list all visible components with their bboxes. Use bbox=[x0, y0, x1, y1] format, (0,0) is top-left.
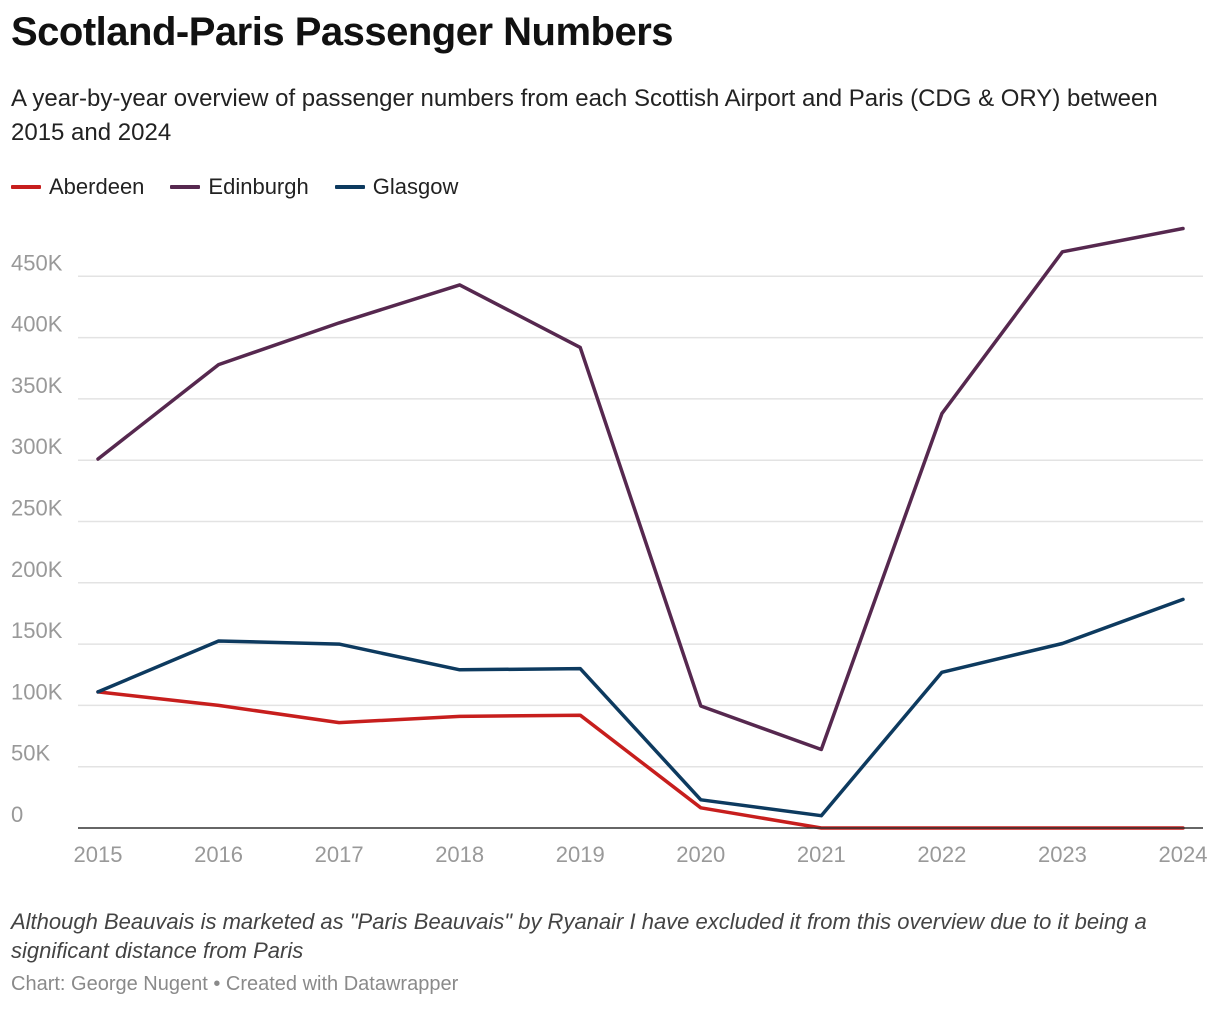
x-tick-label: 2015 bbox=[74, 842, 123, 867]
chart-subtitle: A year-by-year overview of passenger num… bbox=[11, 85, 1158, 146]
y-tick-label: 200K bbox=[11, 557, 63, 582]
x-tick-label: 2021 bbox=[797, 842, 846, 867]
legend-label-edinburgh: Edinburgh bbox=[208, 174, 309, 199]
y-tick-label: 450K bbox=[11, 250, 63, 275]
legend-item-glasgow: Glasgow bbox=[334, 174, 459, 200]
y-tick-label: 150K bbox=[11, 618, 63, 643]
x-tick-label: 2019 bbox=[556, 842, 605, 867]
y-tick-label: 400K bbox=[11, 312, 63, 337]
y-tick-label: 250K bbox=[11, 496, 63, 521]
legend-swatch-aberdeen bbox=[11, 185, 41, 189]
x-tick-label: 2024 bbox=[1159, 842, 1208, 867]
x-tick-label: 2017 bbox=[315, 842, 364, 867]
legend-swatch-glasgow bbox=[334, 185, 365, 189]
legend-swatch-edinburgh bbox=[170, 185, 201, 189]
y-tick-label: 100K bbox=[11, 679, 63, 704]
chart-note: Although Beauvais is marketed as "Paris … bbox=[11, 909, 1147, 963]
x-tick-label: 2020 bbox=[676, 842, 725, 867]
series-line-aberdeen bbox=[96, 690, 1185, 830]
legend-item-aberdeen: Aberdeen bbox=[11, 174, 144, 200]
line-chart: 0 50K 100K 150K 200K 250K 300K 350K 400K 450K 2015… bbox=[11, 226, 1208, 867]
legend-label-aberdeen: Aberdeen bbox=[49, 174, 145, 199]
x-tick-label: 2022 bbox=[917, 842, 966, 867]
y-tick-label: 50K bbox=[11, 741, 50, 766]
chart-title: Scotland-Paris Passenger Numbers bbox=[11, 10, 674, 54]
legend: Aberdeen Edinburgh Glasgow bbox=[11, 174, 458, 200]
x-tick-label: 2016 bbox=[194, 842, 243, 867]
legend-label-glasgow: Glasgow bbox=[372, 174, 459, 199]
y-tick-label: 300K bbox=[11, 434, 63, 459]
y-tick-label: 350K bbox=[11, 373, 63, 398]
series-line-edinburgh bbox=[96, 226, 1185, 752]
chart-credit: Chart: George Nugent • Created with Data… bbox=[11, 973, 459, 995]
x-tick-label: 2023 bbox=[1038, 842, 1087, 867]
y-tick-label: 0 bbox=[11, 802, 23, 827]
legend-item-edinburgh: Edinburgh bbox=[170, 174, 309, 200]
series-line-glasgow bbox=[96, 597, 1185, 818]
x-tick-label: 2018 bbox=[435, 842, 484, 867]
